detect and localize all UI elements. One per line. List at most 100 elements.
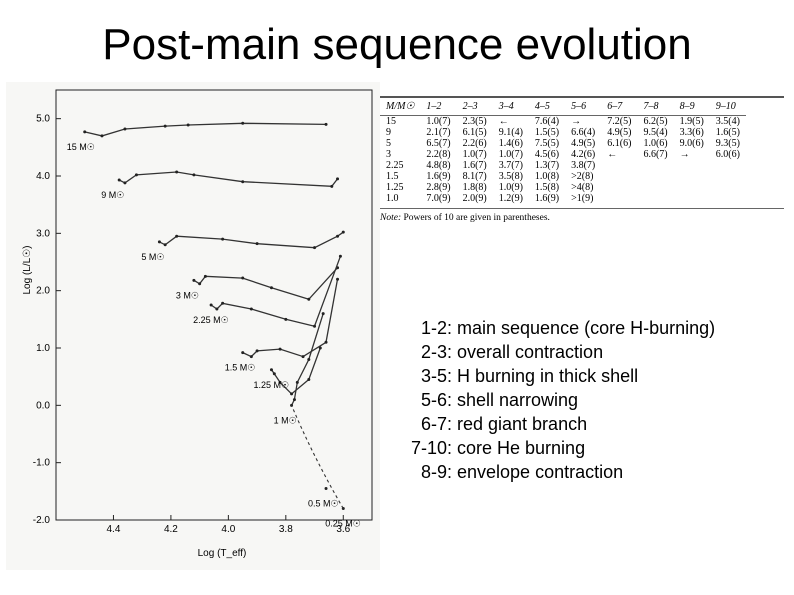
table-header-cell: 9–10	[709, 98, 746, 116]
table-header-cell: 2–3	[456, 98, 493, 116]
track-point	[249, 307, 253, 311]
table-cell	[601, 193, 637, 204]
table-note-text: Powers of 10 are given in parentheses.	[401, 213, 550, 223]
table-cell	[637, 193, 673, 204]
track-point	[186, 123, 190, 127]
table-cell: >1(9)	[571, 193, 594, 204]
y-tick-label: -2.0	[33, 515, 51, 526]
track-point	[134, 173, 138, 177]
legend-item: 1-2: main sequence (core H-burning)	[396, 316, 715, 340]
track-point	[284, 317, 288, 321]
table-cell	[674, 182, 710, 193]
table-cell: >4(8)	[571, 182, 594, 193]
table-cell: 9.5(4)	[643, 127, 668, 138]
track-point	[221, 237, 225, 241]
legend-key: 2-3:	[420, 342, 452, 362]
table-cell: 1.6(9)	[534, 193, 560, 204]
track-point	[336, 177, 340, 181]
x-tick-label: 3.8	[279, 524, 293, 535]
track-point	[336, 277, 340, 281]
table-cell: 9	[386, 127, 391, 138]
table-cell: 1.5(5)	[534, 127, 560, 138]
track-point	[324, 122, 328, 126]
plot-frame	[55, 89, 373, 521]
track-point	[221, 301, 225, 305]
table-header-row: M/M☉ 1–2 2–3 3–4 4–5 5–6 6–7 7–8 8–9 9–10	[380, 98, 746, 116]
table-header-cell: M/M☉	[380, 98, 421, 116]
table-cell: →	[679, 149, 690, 160]
track-mass-label: 0.5 M☉	[308, 498, 339, 508]
table-body: 15 1.0(7) 2.3(5) ← 7.6(4) → 7.2(5) 6.2(5) 1.9(5)…	[380, 116, 746, 204]
legend-text: envelope contraction	[452, 462, 624, 482]
timescale-table: M/M☉ 1–2 2–3 3–4 4–5 5–6 6–7 7–8 8–9 9–10 15 1.0(7…	[380, 96, 784, 256]
track-mass-label: 5 M☉	[141, 252, 164, 262]
track-point	[241, 351, 245, 355]
track-point	[307, 357, 311, 361]
y-tick-label: 3.0	[36, 228, 50, 239]
table-cell: 6.5(7)	[426, 138, 451, 149]
evolutionary-tracks: 15 M☉ 9 M☉ 5 M☉ 3 M☉ 2.25 M☉ 1.5 M☉ 1.25 M☉ 1 M…	[67, 121, 361, 529]
table-cell: 2.25	[386, 160, 404, 171]
track-point	[321, 312, 325, 316]
timescale-table-grid: M/M☉ 1–2 2–3 3–4 4–5 5–6 6–7 7–8 8–9 9–10 15 1.0(7…	[380, 98, 746, 204]
track-mass-label: 3 M☉	[176, 290, 199, 300]
table-cell: 3.8(7)	[571, 160, 596, 171]
table-cell: 1.2(9)	[498, 193, 523, 204]
legend-item: 3-5: H burning in thick shell	[396, 364, 715, 388]
track-point	[324, 486, 328, 490]
table-cell: 3.7(7)	[498, 160, 523, 171]
table-cell: 2.0(9)	[462, 193, 487, 204]
table-cell: 1.5(8)	[534, 182, 560, 193]
table-cell	[637, 182, 673, 193]
track-line	[118, 171, 339, 187]
table-cell: 1.4(6)	[498, 138, 523, 149]
track-line	[84, 122, 327, 137]
track-point	[249, 355, 253, 359]
table-header-cell: 8–9	[673, 98, 710, 116]
table-cell: 4.9(5)	[571, 138, 596, 149]
table-cell: 2.2(6)	[462, 138, 487, 149]
table-header-cell: 7–8	[637, 98, 674, 116]
track-point	[295, 380, 299, 384]
table-cell: 4.2(6)	[571, 149, 596, 160]
track-line	[242, 279, 339, 358]
track-mass-label: 9 M☉	[101, 190, 124, 200]
track-point	[269, 286, 273, 290]
x-tick-label: 3.6	[336, 524, 350, 535]
track-point	[241, 276, 245, 280]
track-line	[193, 267, 338, 301]
table-note: Note: Powers of 10 are given in parenthe…	[380, 213, 784, 223]
table-cell: 1.8(8)	[462, 182, 487, 193]
legend-key: 5-6:	[420, 390, 452, 410]
table-cell: 3.3(6)	[679, 127, 704, 138]
table-cell: →	[571, 116, 582, 127]
table-cell: 1.6(7)	[462, 160, 487, 171]
table-cell: 1.0(8)	[534, 171, 560, 182]
table-cell: 4.9(5)	[607, 127, 632, 138]
table-header-cell: 6–7	[601, 98, 638, 116]
table-cell: 1.0(9)	[498, 182, 523, 193]
table-cell	[674, 160, 710, 171]
track-point	[272, 372, 276, 376]
table-cell: 3	[386, 149, 391, 160]
table-cell: 5	[386, 138, 391, 149]
table-cell: >2(8)	[571, 171, 594, 182]
track-point	[203, 274, 207, 278]
hr-diagram-panel	[6, 82, 380, 570]
track-point	[157, 240, 161, 244]
legend-text: main sequence (core H-burning)	[452, 318, 716, 338]
legend-key: 3-5:	[420, 366, 452, 386]
track-point	[341, 230, 345, 234]
y-tick-label: 5.0	[36, 114, 50, 125]
table-cell: 3.5(8)	[498, 171, 523, 182]
x-tick-label: 4.4	[107, 524, 121, 535]
table-cell: 1.6(5)	[715, 127, 740, 138]
table-cell	[637, 160, 673, 171]
table-cell: 15	[386, 116, 396, 127]
track-point	[338, 254, 342, 258]
table-row: 1.0 7.0(9) 2.0(9) 1.2(9) 1.6(9) >1(9)	[380, 193, 746, 204]
table-cell: 6.6(4)	[571, 127, 596, 138]
table-cell	[710, 193, 746, 204]
track-point	[163, 124, 167, 128]
legend-key: 8-9:	[420, 462, 452, 482]
